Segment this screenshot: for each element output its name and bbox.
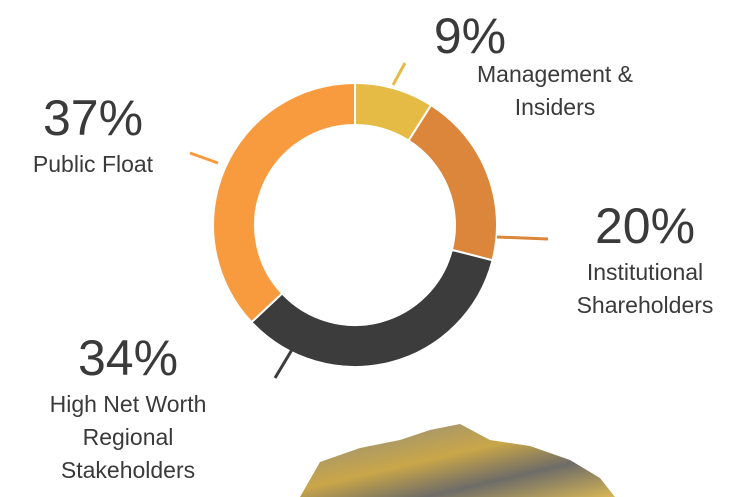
segment-label: 34% High Net Worth Regional Stakeholders	[18, 332, 238, 487]
value-label: 20%	[594, 198, 696, 254]
category-label: Management & Insiders	[477, 61, 633, 120]
donut-segment	[407, 103, 498, 262]
segment-label: 9% Management & Insiders	[434, 10, 670, 124]
leader-line	[189, 151, 219, 165]
leader-line	[391, 62, 407, 86]
category-label: High Net Worth Regional Stakeholders	[49, 391, 207, 483]
donut-segment	[250, 248, 494, 368]
rock-image	[300, 424, 615, 497]
segment-label: 37% Public Float	[0, 92, 193, 181]
value-label: 9%	[433, 8, 507, 64]
leader-line	[496, 235, 549, 241]
category-label: Public Float	[32, 151, 154, 177]
segment-label: 20% Institutional Shareholders	[545, 200, 740, 322]
value-label: 37%	[42, 90, 144, 146]
value-label: 34%	[77, 330, 179, 386]
leader-line	[273, 347, 295, 379]
donut-segment	[212, 81, 356, 324]
category-label: Institutional Shareholders	[576, 259, 714, 318]
